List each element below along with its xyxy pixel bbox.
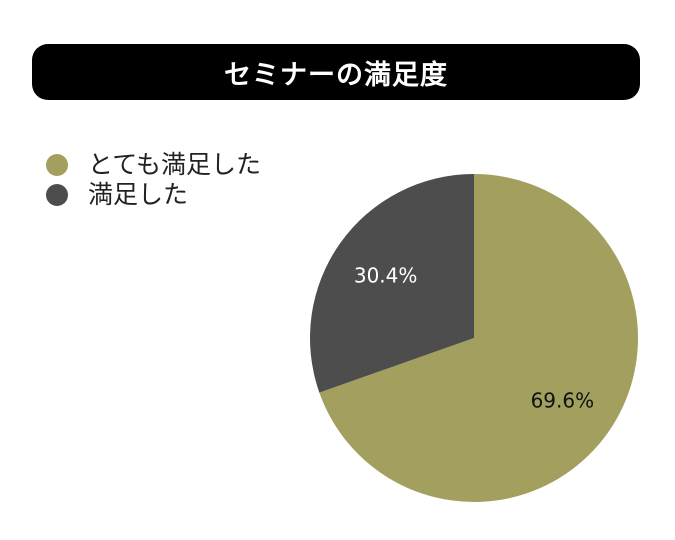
legend-item-very-satisfied: とても満足した (46, 150, 261, 180)
legend-label-very-satisfied: とても満足した (88, 150, 262, 179)
legend-swatch-very-satisfied (46, 154, 68, 176)
legend-swatch-satisfied (46, 184, 68, 206)
data-label-very-satisfied: 69.6% (531, 389, 595, 413)
legend: とても満足した 満足した (46, 150, 261, 210)
legend-label-satisfied: 満足した (88, 180, 189, 209)
legend-item-satisfied: 満足した (46, 180, 261, 210)
pie-slice-satisfied (310, 173, 474, 393)
pie-slice-very-satisfied (319, 174, 638, 502)
data-label-satisfied: 30.4% (354, 263, 418, 287)
title-banner: セミナーの満足度 (32, 44, 640, 100)
chart-title: セミナーの満足度 (224, 59, 448, 91)
